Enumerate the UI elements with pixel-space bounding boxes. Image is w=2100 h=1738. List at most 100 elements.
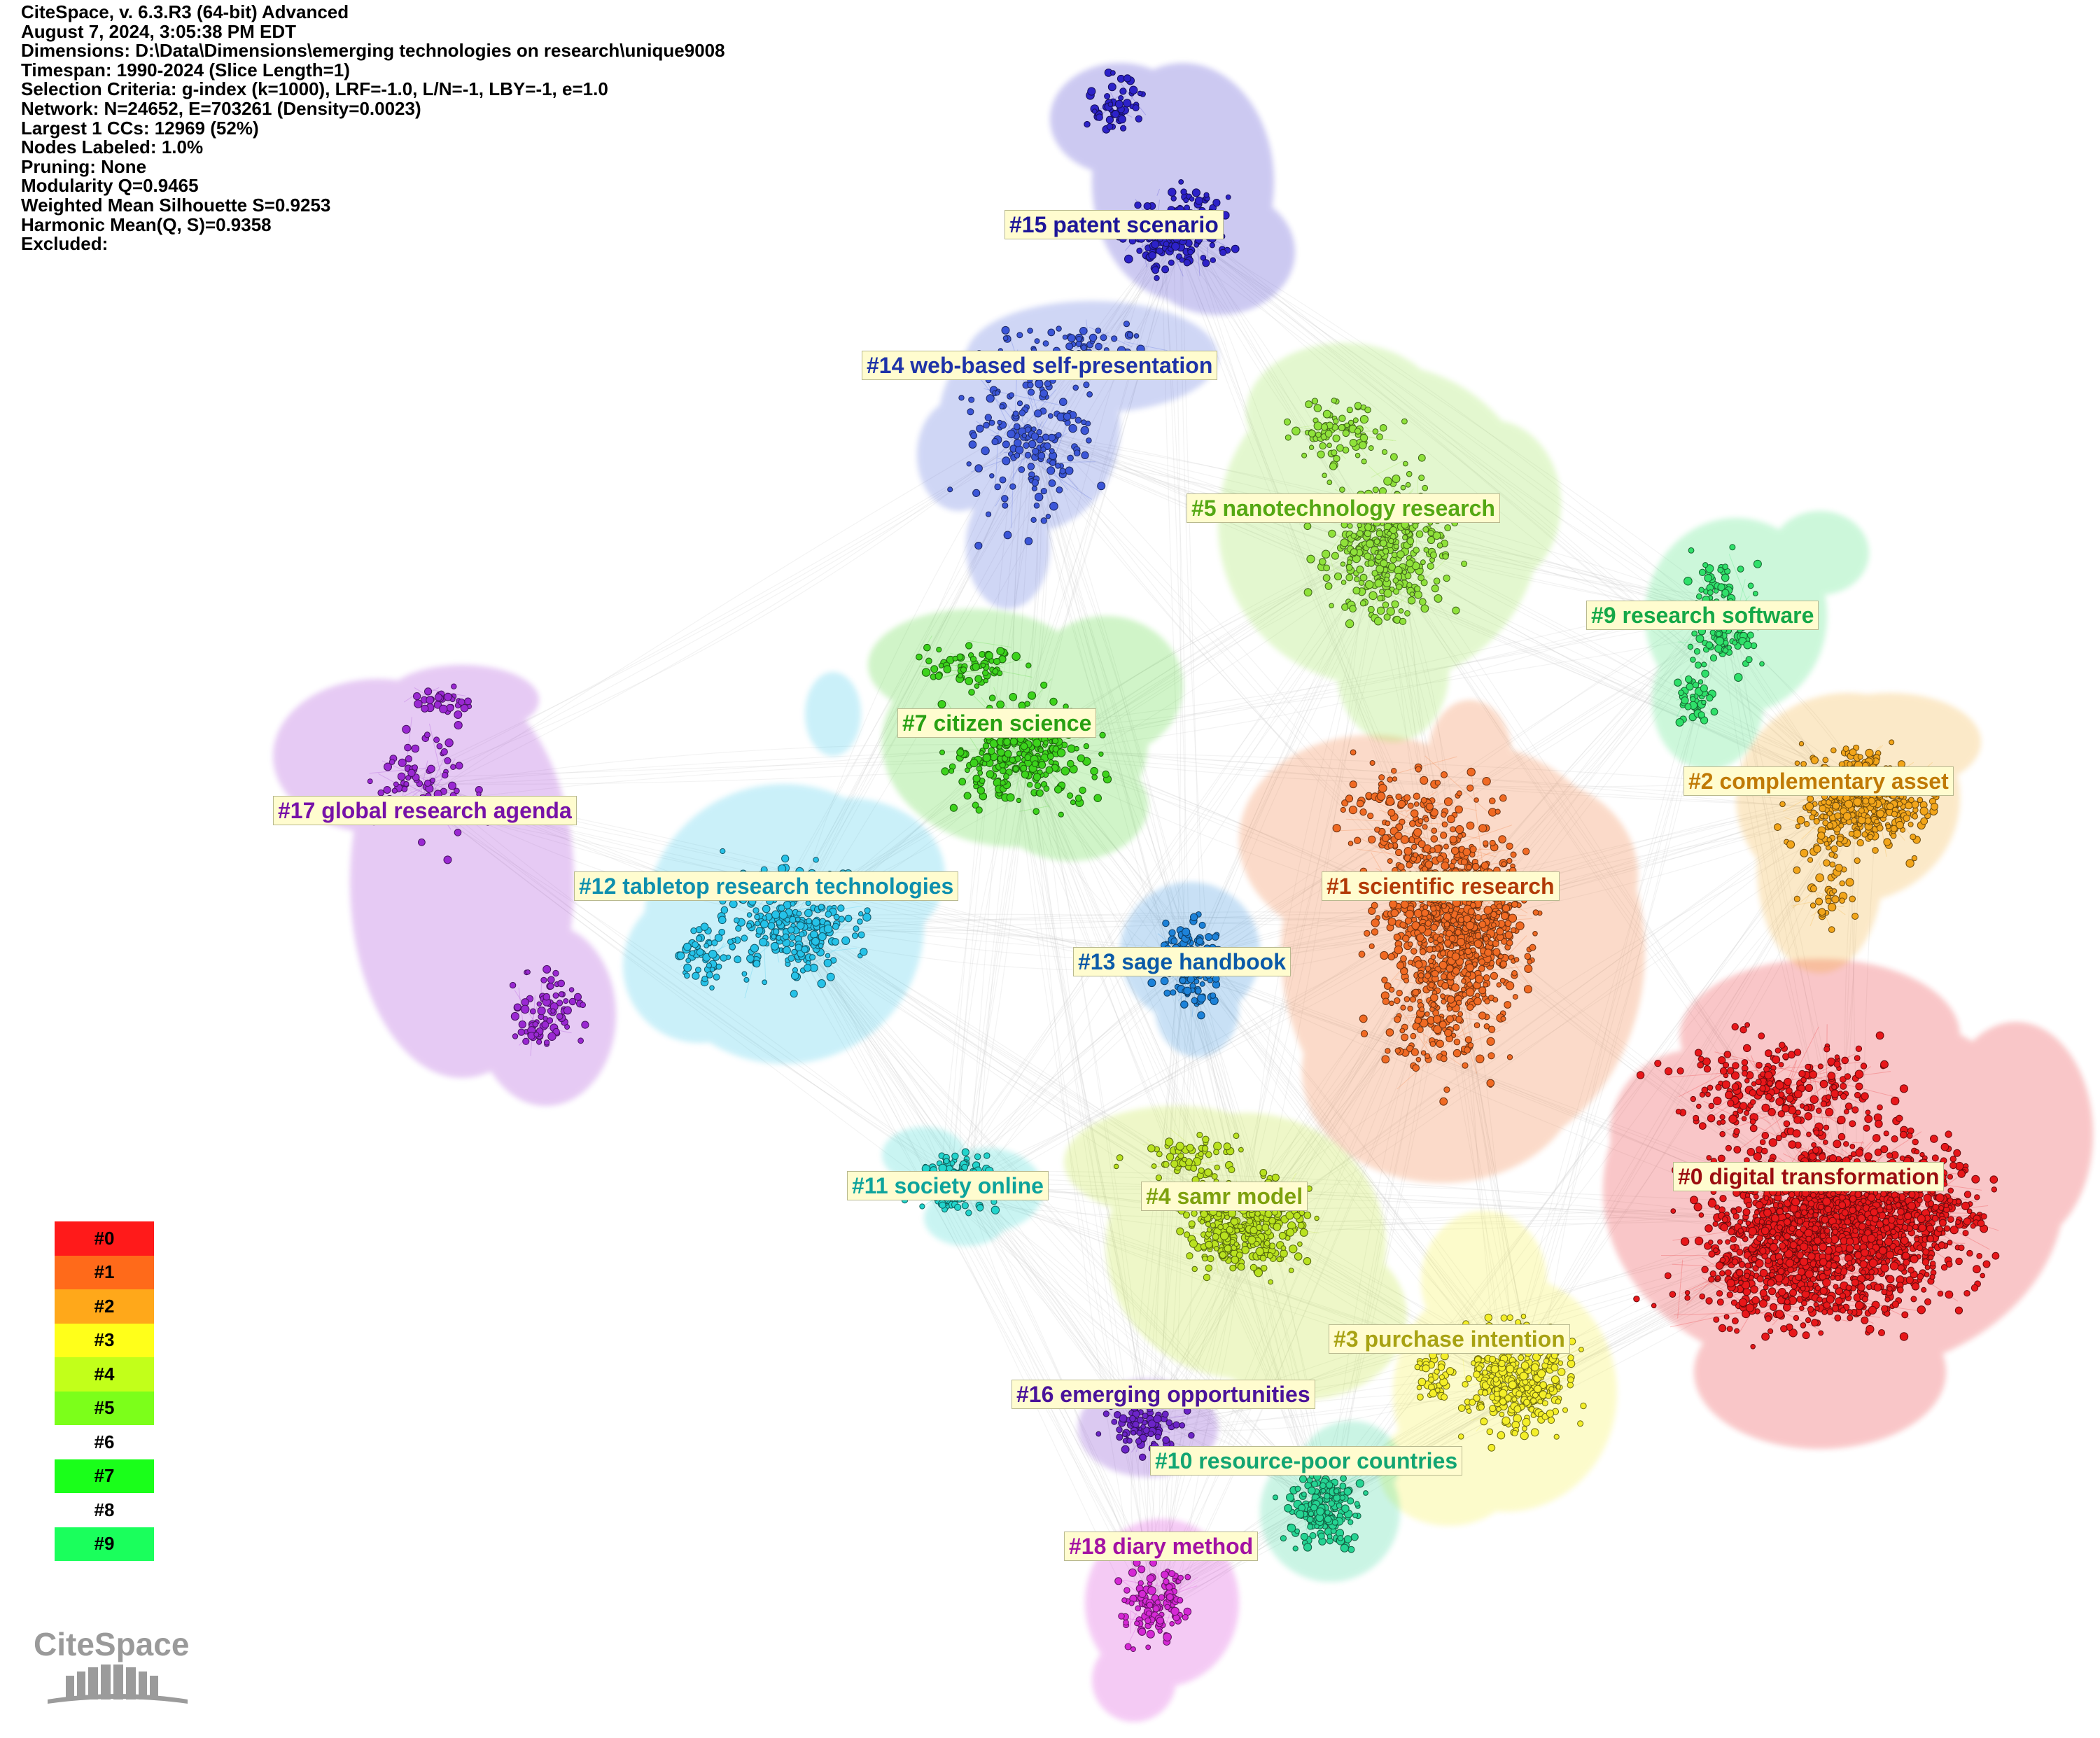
- cluster-node: [1876, 1206, 1884, 1214]
- cluster-node: [1844, 1102, 1853, 1110]
- cluster-node: [1931, 1154, 1939, 1162]
- cluster-node: [1801, 1275, 1807, 1280]
- cluster-node: [1963, 1191, 1972, 1198]
- cluster-node: [1788, 1191, 1795, 1198]
- cluster-node: [1961, 1201, 1970, 1211]
- cluster-node: [1387, 776, 1393, 783]
- cluster-node: [1812, 1147, 1820, 1154]
- cluster-node: [1727, 1100, 1735, 1107]
- cluster-node: [1877, 1234, 1884, 1241]
- cluster-node: [1901, 1311, 1909, 1319]
- cluster-node: [1457, 916, 1464, 923]
- cluster-node: [1522, 848, 1530, 855]
- cluster-node: [1698, 1122, 1707, 1130]
- cluster-node: [1745, 1303, 1755, 1312]
- cluster-node: [1849, 1144, 1856, 1149]
- cluster-node: [1772, 1056, 1781, 1064]
- cluster-node: [1426, 946, 1434, 953]
- cluster-link: [967, 640, 1011, 648]
- cluster-node: [1436, 1039, 1444, 1048]
- cluster-node: [1422, 904, 1429, 910]
- cluster-node: [1731, 1023, 1739, 1031]
- cluster-node: [1508, 913, 1518, 923]
- cluster-node: [1765, 1315, 1772, 1322]
- cluster-node: [1726, 1291, 1734, 1298]
- cluster-node: [1838, 1201, 1847, 1210]
- cluster-node: [1738, 1298, 1748, 1308]
- cluster-node: [1651, 1303, 1657, 1309]
- cluster-node: [1418, 972, 1424, 979]
- cluster-node: [1716, 1298, 1724, 1306]
- cluster-node: [1833, 1140, 1842, 1149]
- cluster-node: [1698, 1056, 1704, 1063]
- cluster-node: [1837, 1116, 1846, 1125]
- cluster-node: [1845, 1244, 1854, 1253]
- cluster-node: [1897, 1264, 1905, 1272]
- cluster-node: [1880, 1263, 1889, 1273]
- cluster-node: [1706, 1155, 1712, 1161]
- cluster-node: [1404, 996, 1410, 1002]
- cluster-node: [1419, 948, 1427, 955]
- cluster-node: [1802, 1331, 1810, 1340]
- cluster-node: [1776, 1207, 1784, 1216]
- cluster-node: [1490, 911, 1497, 918]
- cluster-node: [1746, 1148, 1756, 1156]
- cluster-node: [1447, 815, 1455, 824]
- cluster-node: [1359, 808, 1367, 816]
- cluster-node: [1765, 1093, 1772, 1100]
- cluster-node: [1413, 801, 1420, 807]
- cluster-node: [1782, 1105, 1790, 1113]
- cluster-node: [1385, 797, 1395, 806]
- cluster-node: [1825, 1237, 1833, 1244]
- cluster-node: [1446, 965, 1454, 973]
- cluster-node: [1899, 1084, 1908, 1093]
- cluster-node: [1924, 1272, 1930, 1277]
- cluster-link: [1677, 1259, 1684, 1319]
- cluster-node: [1868, 1259, 1878, 1268]
- cluster-node: [1900, 1236, 1909, 1245]
- cluster-node: [1404, 794, 1411, 801]
- cluster-node: [1511, 901, 1518, 908]
- cluster-link: [1851, 1142, 1865, 1144]
- cluster-node: [1818, 1203, 1825, 1210]
- cluster-node: [1768, 1138, 1778, 1147]
- cluster-node: [1475, 914, 1482, 920]
- cluster-node: [1924, 1264, 1931, 1270]
- cluster-node: [1425, 802, 1434, 811]
- cluster-link: [1124, 341, 1168, 351]
- cluster-node: [1420, 776, 1429, 785]
- cluster-node: [1926, 1224, 1934, 1233]
- cluster-node: [1767, 1080, 1773, 1086]
- cluster-node: [1982, 1260, 1991, 1268]
- cluster-node: [1774, 1047, 1782, 1054]
- cluster-node: [1720, 1119, 1726, 1125]
- cluster-node: [1807, 1280, 1814, 1288]
- cluster-node: [1895, 1202, 1902, 1208]
- cluster-node: [1419, 1007, 1425, 1012]
- cluster-node: [1722, 1062, 1730, 1069]
- cluster-node: [1873, 1283, 1882, 1292]
- cluster-node: [1414, 1016, 1422, 1024]
- cluster-node: [1778, 1062, 1784, 1067]
- cluster-node: [1504, 931, 1513, 939]
- cluster-node: [1424, 1011, 1430, 1017]
- cluster-node: [1411, 843, 1418, 850]
- cluster-node: [1890, 1228, 1897, 1235]
- cluster-node: [1834, 1054, 1840, 1060]
- cluster-node: [1488, 1052, 1495, 1060]
- cluster-node: [1847, 1315, 1854, 1322]
- cluster-node: [1730, 1235, 1737, 1243]
- cluster-node: [1926, 1235, 1935, 1243]
- cluster-node: [1849, 1206, 1856, 1214]
- cluster-node: [1506, 939, 1513, 946]
- cluster-area-blob: [1246, 343, 1442, 483]
- cluster-link: [1365, 597, 1384, 603]
- cluster-node: [1835, 1245, 1842, 1253]
- cluster-node: [1777, 1268, 1785, 1275]
- cluster-node: [1502, 904, 1511, 913]
- cluster-node: [1758, 1032, 1765, 1039]
- cluster-node: [1861, 1248, 1869, 1257]
- cluster-node: [1430, 993, 1438, 1002]
- cluster-link: [927, 635, 933, 644]
- cluster-node: [1440, 1055, 1448, 1063]
